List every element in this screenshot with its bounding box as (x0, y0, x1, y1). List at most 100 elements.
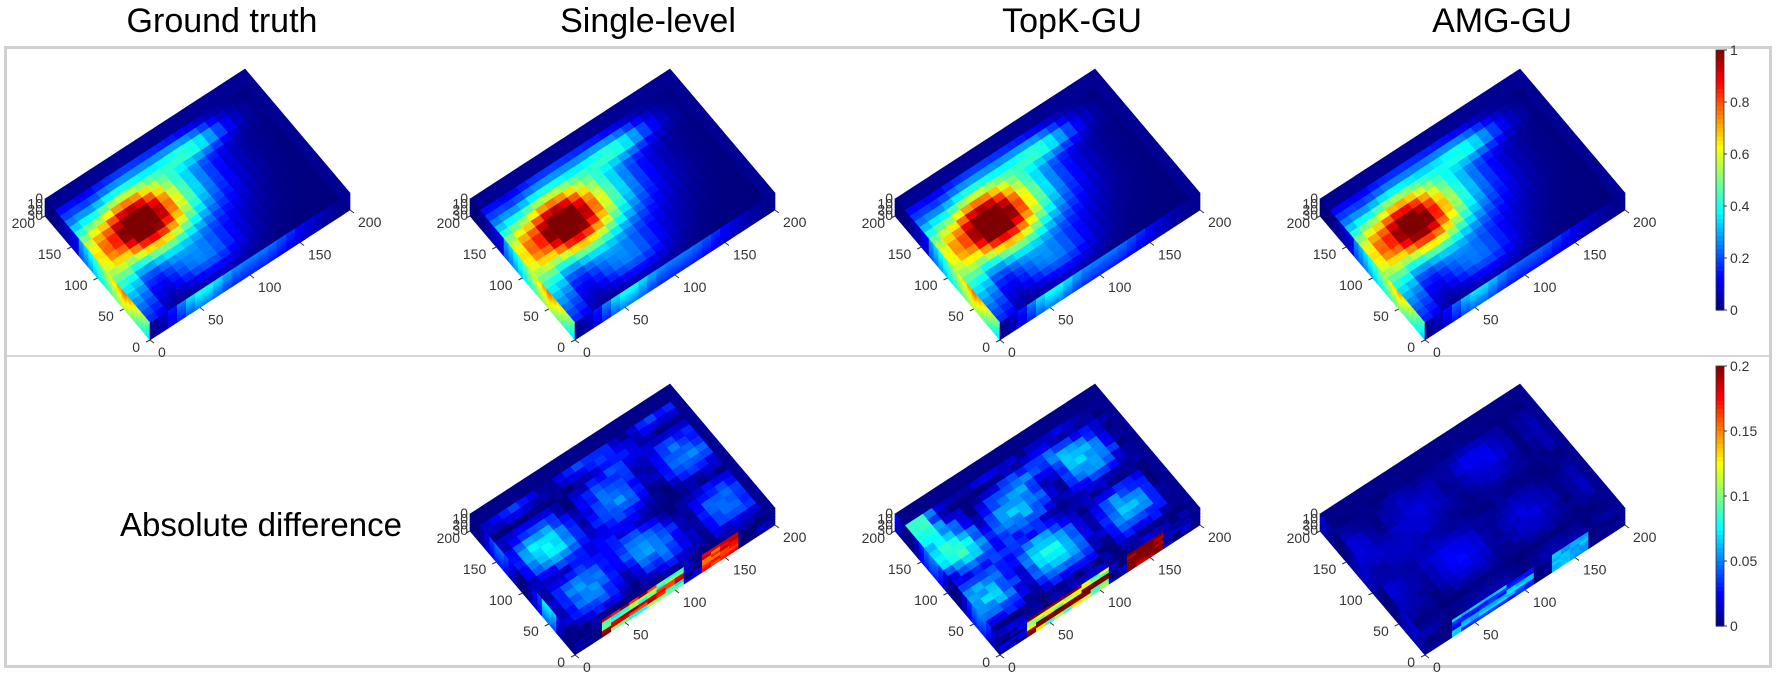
y-tick-label: 150 (888, 246, 912, 262)
z-tick-label: 30 (1302, 522, 1318, 538)
colorbar-tick-label: 0 (1730, 618, 1738, 634)
y-tick (1342, 247, 1346, 249)
x-tick (725, 558, 729, 561)
y-tick (1342, 562, 1346, 564)
x-tick (1000, 655, 1004, 658)
y-tick-label: 100 (64, 277, 88, 293)
y-tick (146, 340, 150, 342)
y-tick (996, 655, 1000, 657)
colorbar-tick-label: 1 (1730, 42, 1738, 58)
colorbar-tick-label: 0.4 (1730, 198, 1750, 214)
x-tick-label: 50 (1483, 627, 1499, 643)
colorbar-tick-label: 0.2 (1730, 250, 1750, 266)
surface-top (1320, 69, 1625, 323)
x-tick (350, 210, 354, 213)
y-tick-label: 150 (1313, 561, 1337, 577)
y-tick-label: 0 (1407, 339, 1415, 355)
x-tick-label: 150 (733, 247, 757, 263)
surface-top (1320, 384, 1625, 638)
x-tick-label: 150 (308, 247, 332, 263)
x-tick-label: 50 (633, 312, 649, 328)
x-tick-label: 100 (1108, 594, 1132, 610)
x-tick-label: 100 (683, 279, 707, 295)
x-tick-label: 50 (633, 627, 649, 643)
y-tick-label: 150 (463, 561, 487, 577)
x-tick-label: 200 (1633, 529, 1657, 545)
x-tick-label: 50 (1483, 312, 1499, 328)
y-tick (944, 278, 948, 280)
y-tick-label: 150 (1313, 246, 1337, 262)
y-tick-label: 150 (38, 246, 62, 262)
x-tick-label: 50 (1058, 627, 1074, 643)
x-tick (775, 525, 779, 528)
x-tick-label: 150 (733, 562, 757, 578)
y-tick (94, 278, 98, 280)
y-tick-label: 0 (982, 339, 990, 355)
x-tick (1475, 623, 1479, 626)
x-tick (1150, 243, 1154, 246)
x-tick (250, 275, 254, 278)
y-tick (1421, 340, 1425, 342)
x-tick (150, 340, 154, 343)
y-tick (545, 309, 549, 311)
x-tick-label: 150 (1158, 562, 1182, 578)
y-tick (67, 247, 71, 249)
y-tick-label: 0 (557, 339, 565, 355)
x-tick-label: 150 (1158, 247, 1182, 263)
x-tick-label: 100 (1533, 279, 1557, 295)
z-tick-label: 30 (877, 207, 893, 223)
colorbar-tick-label: 0.2 (1730, 358, 1750, 374)
row-label-absolute-difference: Absolute difference (120, 506, 402, 544)
colorbar-tick-label: 0.05 (1730, 553, 1757, 569)
y-tick (996, 340, 1000, 342)
z-tick-label: 30 (27, 207, 43, 223)
x-tick (575, 340, 579, 343)
x-tick-label: 200 (1208, 529, 1232, 545)
y-tick-label: 100 (489, 277, 513, 293)
y-tick (917, 247, 921, 249)
surface-top (45, 69, 350, 323)
colorbar-tick-label: 0.6 (1730, 146, 1750, 162)
y-tick (492, 562, 496, 564)
x-tick (1150, 558, 1154, 561)
y-tick (545, 624, 549, 626)
x-tick-label: 50 (208, 312, 224, 328)
x-tick (675, 275, 679, 278)
colorbar-tick-label: 0 (1730, 302, 1738, 318)
x-tick-label: 200 (1208, 214, 1232, 230)
x-tick (1475, 308, 1479, 311)
x-tick-label: 150 (1583, 247, 1607, 263)
colorbar-tick-label: 0.15 (1730, 423, 1757, 439)
x-tick-label: 50 (1058, 312, 1074, 328)
y-tick (492, 247, 496, 249)
x-tick (1050, 308, 1054, 311)
x-tick-label: 200 (783, 214, 807, 230)
x-tick (1625, 210, 1629, 213)
x-tick (1200, 525, 1204, 528)
x-tick (1050, 623, 1054, 626)
y-tick-label: 150 (463, 246, 487, 262)
y-tick (970, 624, 974, 626)
x-tick (1525, 275, 1529, 278)
x-tick-label: 200 (783, 529, 807, 545)
y-tick-label: 150 (888, 561, 912, 577)
y-tick (571, 655, 575, 657)
y-tick-label: 100 (914, 592, 938, 608)
column-title-amg-gu: AMG-GU (1432, 2, 1572, 41)
y-tick (944, 593, 948, 595)
surface-top (895, 69, 1200, 323)
y-tick-label: 0 (132, 339, 140, 355)
x-tick (1575, 243, 1579, 246)
column-title-topk-gu: TopK-GU (1002, 2, 1142, 41)
x-tick-label: 0 (158, 344, 166, 360)
y-tick (1395, 309, 1399, 311)
y-tick-label: 50 (948, 623, 964, 639)
x-tick-label: 100 (258, 279, 282, 295)
y-tick-label: 100 (914, 277, 938, 293)
x-tick-label: 200 (358, 214, 382, 230)
x-tick (575, 655, 579, 658)
x-tick (1575, 558, 1579, 561)
column-title-ground-truth: Ground truth (127, 2, 318, 41)
